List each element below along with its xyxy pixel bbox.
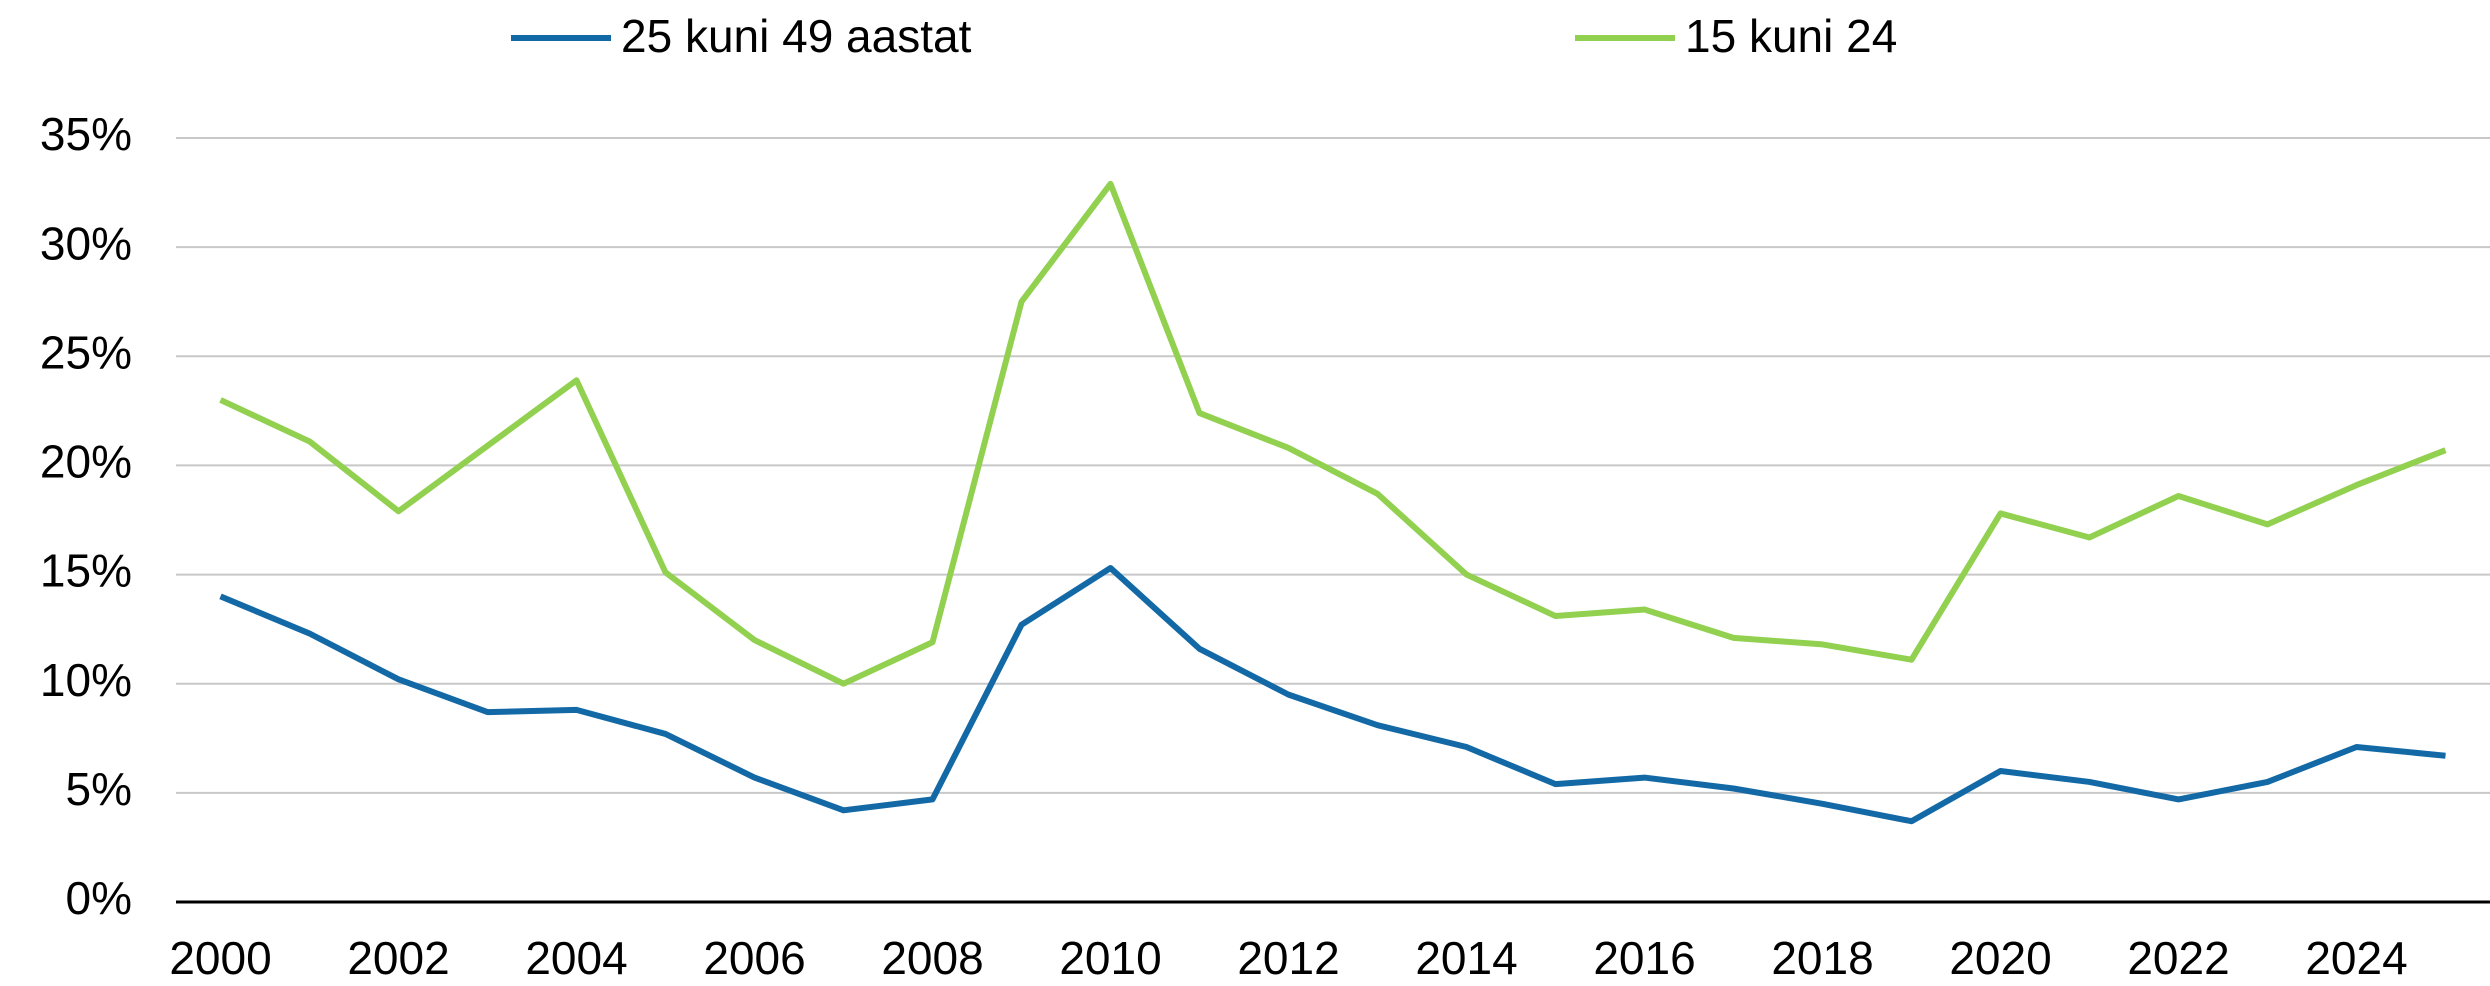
series-line [219,180,2447,687]
x-tick-label: 2022 [2127,932,2229,984]
y-tick-label: 10% [40,654,132,706]
y-tick-label: 5% [66,763,132,815]
y-tick-label: 0% [66,872,132,924]
x-tick-label: 2012 [1237,932,1339,984]
x-tick-label: 2016 [1593,932,1695,984]
x-tick-label: 2000 [169,932,271,984]
y-tick-label: 15% [40,545,132,597]
x-tick-label: 2024 [2305,932,2407,984]
x-tick-label: 2004 [525,932,627,984]
x-tick-label: 2018 [1771,932,1873,984]
legend-label: 15 kuni 24 [1685,10,1897,62]
x-tick-label: 2014 [1415,932,1517,984]
legend-label: 25 kuni 49 aastat [621,10,972,62]
x-tick-label: 2006 [703,932,805,984]
x-tick-label: 2002 [347,932,449,984]
series-line [219,565,2446,825]
y-tick-label: 20% [40,436,132,488]
y-tick-label: 25% [40,326,132,378]
y-tick-label: 35% [40,108,132,160]
x-tick-label: 2010 [1059,932,1161,984]
y-tick-label: 30% [40,217,132,269]
x-tick-label: 2020 [1949,932,2051,984]
x-tick-label: 2008 [881,932,983,984]
